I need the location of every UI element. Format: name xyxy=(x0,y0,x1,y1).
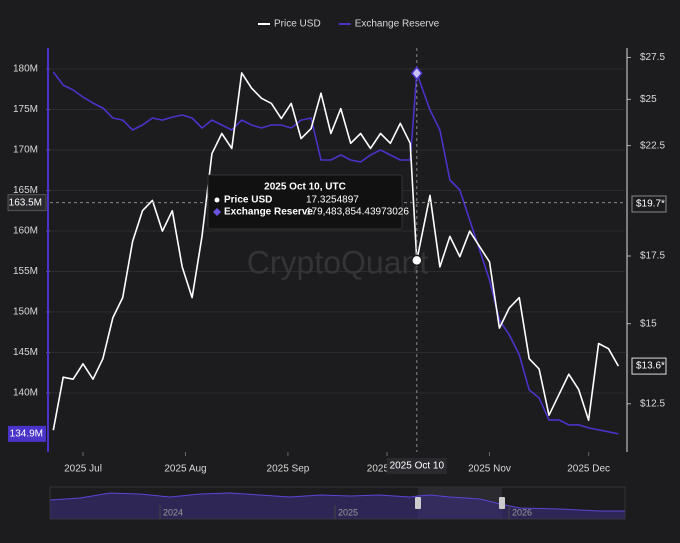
x-tick-label: 2025 Aug xyxy=(164,464,206,475)
tooltip-title: 2025 Oct 10, UTC xyxy=(264,182,346,193)
x-tick-label: 2025 Jul xyxy=(64,464,102,475)
y2-tick-label: $25 xyxy=(640,94,657,105)
tooltip: 2025 Oct 10, UTC Price USD 17.3254897Excha… xyxy=(207,174,409,230)
crosshair-y2-box xyxy=(631,195,667,213)
y-tick-label: 150M xyxy=(13,307,38,318)
y-tick-label: 165M xyxy=(13,185,38,196)
tooltip-value: 17.3254897 xyxy=(306,195,359,206)
navigator-label: 2024 xyxy=(163,507,183,517)
navigator-label: 2026 xyxy=(512,507,532,517)
y-tick-label: 175M xyxy=(13,104,38,115)
tooltip-box xyxy=(207,174,403,230)
tooltip-value: 179,483,854.43973026 xyxy=(306,207,409,218)
crosshair-y-label: 163.5M xyxy=(9,197,42,208)
navigator: 2024 2025 2026 xyxy=(49,486,626,520)
crosshair-x-label: 2025 Oct 10 xyxy=(390,461,445,472)
y-tick-label: 140M xyxy=(13,388,38,399)
navigator-line xyxy=(49,492,625,512)
legend-label: Price USD xyxy=(274,19,321,30)
legend-label: Exchange Reserve xyxy=(355,19,440,30)
x-tick-label: 2025 Sep xyxy=(267,464,310,475)
y-tick-label: 145M xyxy=(13,347,38,358)
crosshair-y2-label: $19.7* xyxy=(636,199,665,210)
x-tick-label: 2025 Nov xyxy=(468,464,511,475)
y2-tick-label: $15 xyxy=(640,318,657,329)
y-tick-label: 155M xyxy=(13,266,38,277)
navigator-handle[interactable] xyxy=(499,497,505,509)
end-label: $13.6* xyxy=(636,361,665,372)
end-label-box xyxy=(631,357,667,375)
crosshair-x-box xyxy=(386,458,447,474)
legend: Price USD Exchange Reserve xyxy=(258,19,440,30)
hover-point xyxy=(411,254,423,267)
hover-point xyxy=(410,66,423,81)
y2-tick-label: $12.5 xyxy=(640,398,665,409)
y2-tick-label: $27.5 xyxy=(640,52,665,63)
navigator-handle[interactable] xyxy=(415,497,421,509)
series-line xyxy=(52,71,619,435)
crosshair-y-box xyxy=(7,194,47,212)
y2-tick-label: $17.5 xyxy=(640,251,665,262)
x-tick-label: 2025 Dec xyxy=(567,464,610,475)
y-tick-label: 180M xyxy=(13,64,38,75)
end-label-box xyxy=(8,425,46,442)
watermark: CryptoQuant xyxy=(247,244,429,280)
y2-tick-label: $22.5 xyxy=(640,140,665,151)
navigator-label: 2025 xyxy=(338,507,358,517)
series-line xyxy=(52,72,620,431)
y-tick-label: 170M xyxy=(13,145,38,156)
tooltip-marker xyxy=(214,197,220,203)
y-tick-label: 160M xyxy=(13,226,38,237)
tooltip-name: Exchange Reserve xyxy=(224,207,313,218)
end-label: 134.9M xyxy=(10,429,43,440)
tooltip-name: Price USD xyxy=(224,195,272,206)
tooltip-marker xyxy=(213,208,221,216)
